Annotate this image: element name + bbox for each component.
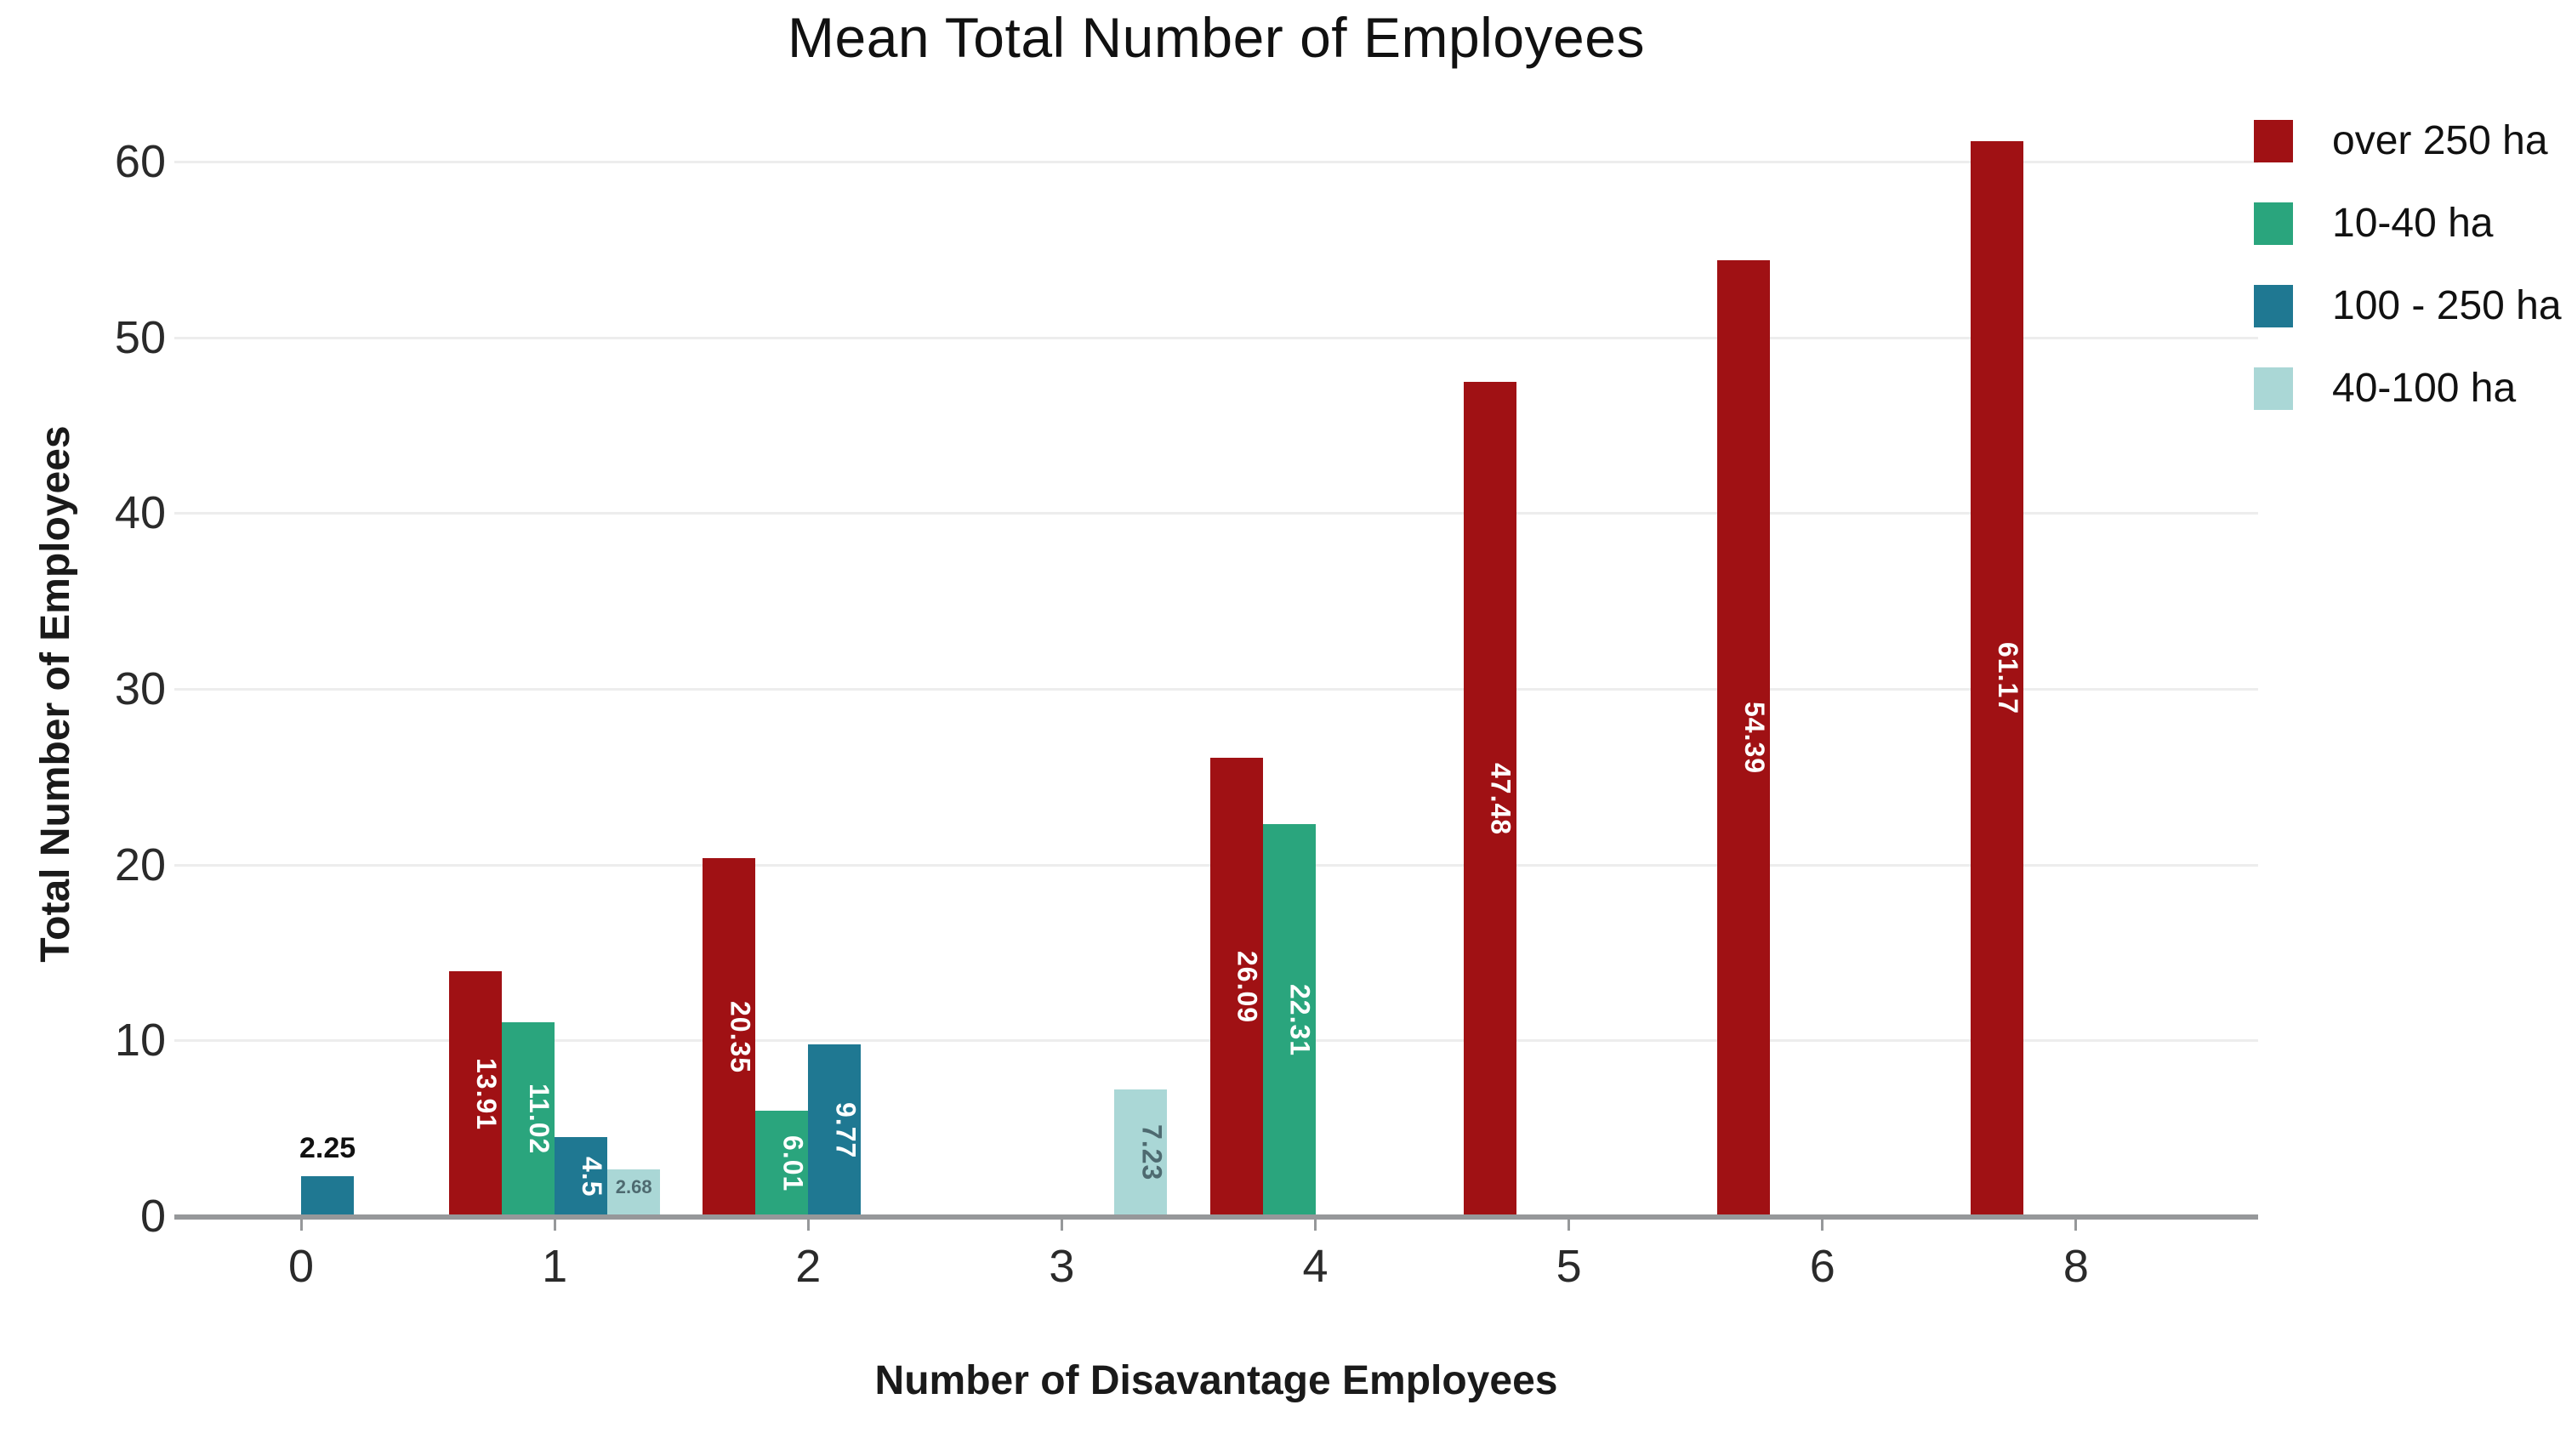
x-tick-mark	[553, 1220, 556, 1231]
bar[interactable]	[1463, 381, 1516, 1216]
y-tick-label: 60	[114, 135, 166, 187]
x-tick-label: 6	[1809, 1241, 1835, 1292]
legend: over 250 ha 10-40 ha 100 - 250 ha 40-100 ha	[2254, 117, 2562, 412]
x-tick-label: 4	[1302, 1241, 1329, 1292]
legend-item[interactable]: over 250 ha	[2254, 117, 2562, 164]
legend-swatch	[2254, 284, 2293, 327]
y-tick-label: 30	[114, 663, 166, 714]
bar[interactable]	[808, 1044, 862, 1216]
legend-swatch	[2254, 119, 2293, 162]
x-tick-mark	[2074, 1220, 2078, 1231]
bar[interactable]	[755, 1110, 809, 1216]
legend-item[interactable]: 40-100 ha	[2254, 365, 2562, 412]
legend-label: 100 - 250 ha	[2332, 283, 2562, 328]
x-tick-label: 1	[542, 1241, 568, 1292]
legend-swatch	[2254, 367, 2293, 410]
legend-swatch	[2254, 202, 2293, 245]
bar-value-label: 2.25	[299, 1132, 356, 1165]
x-tick-mark	[1567, 1220, 1571, 1231]
x-tick-mark	[806, 1220, 810, 1231]
legend-label: 10-40 ha	[2332, 201, 2494, 246]
gridline	[174, 512, 2258, 515]
x-tick-mark	[299, 1220, 303, 1231]
x-tick-mark	[1314, 1220, 1317, 1231]
y-tick-label: 40	[114, 487, 166, 539]
bar[interactable]	[1716, 259, 1770, 1216]
legend-label: 40-100 ha	[2332, 366, 2517, 411]
x-axis-line	[174, 1214, 2258, 1220]
x-tick-label: 2	[795, 1241, 822, 1292]
bar[interactable]	[1970, 140, 2023, 1216]
bar[interactable]	[607, 1169, 661, 1216]
bar[interactable]	[449, 971, 503, 1216]
bar[interactable]	[502, 1022, 555, 1216]
y-tick-label: 10	[114, 1015, 166, 1066]
y-tick-label: 20	[114, 839, 166, 890]
bar[interactable]	[301, 1176, 355, 1216]
gridline	[174, 336, 2258, 339]
x-tick-label: 0	[288, 1241, 315, 1292]
bar[interactable]	[1209, 757, 1263, 1216]
x-tick-mark	[1821, 1220, 1824, 1231]
x-tick-mark	[1060, 1220, 1063, 1231]
x-axis-title: Number of Disavantage Employees	[874, 1358, 1558, 1403]
x-tick-label: 5	[1556, 1241, 1582, 1292]
x-tick-label: 3	[1049, 1241, 1075, 1292]
y-tick-label: 50	[114, 311, 166, 363]
bar[interactable]	[1114, 1089, 1168, 1216]
bar[interactable]	[555, 1136, 608, 1216]
x-tick-label: 8	[2062, 1241, 2089, 1292]
gridline	[174, 687, 2258, 691]
legend-label: over 250 ha	[2332, 118, 2548, 163]
bar[interactable]	[703, 858, 756, 1216]
bar[interactable]	[1262, 823, 1316, 1216]
legend-item[interactable]: 10-40 ha	[2254, 200, 2562, 247]
y-tick-label: 0	[139, 1191, 166, 1242]
chart-title: Mean Total Number of Employees	[788, 6, 1645, 69]
legend-item[interactable]: 100 - 250 ha	[2254, 282, 2562, 329]
gridline	[174, 160, 2258, 163]
